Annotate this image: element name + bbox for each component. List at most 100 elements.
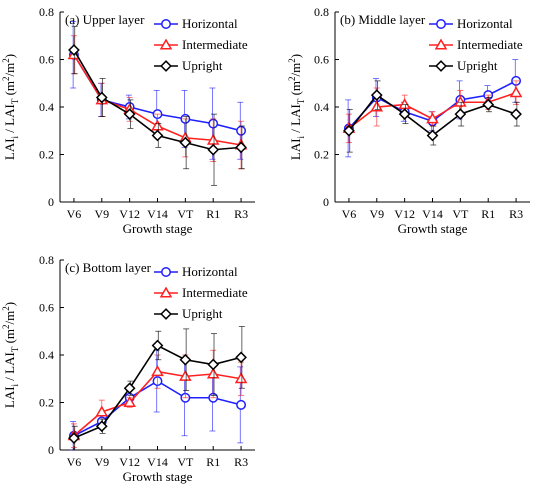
x-tick-label: V12 — [394, 207, 415, 221]
legend-label: Horizontal — [182, 264, 238, 279]
y-axis-title-part: 2 — [1, 324, 11, 329]
x-tick-label: V6 — [67, 455, 82, 469]
x-tick-label: V6 — [342, 207, 357, 221]
y-axis-title-part: /m — [2, 311, 17, 325]
y-tick-label: 0.6 — [39, 53, 54, 67]
x-tick-label: R1 — [206, 455, 220, 469]
legend-label: Horizontal — [182, 16, 238, 31]
legend-label: Horizontal — [457, 16, 513, 31]
legend-marker — [435, 60, 447, 72]
x-tick-label: V14 — [422, 207, 443, 221]
data-point — [179, 136, 192, 149]
legend-label: Intermediate — [182, 285, 248, 300]
data-point — [236, 399, 247, 410]
y-axis-title-part: 2 — [1, 76, 11, 81]
legend-marker — [159, 38, 173, 50]
legend-marker — [159, 286, 173, 298]
panel-title: (a) Upper layer — [65, 12, 145, 27]
y-axis-title-part: LAI — [2, 138, 17, 160]
y-axis-title-part: (m — [2, 329, 17, 347]
y-axis-title: LAIi / LAIT (m2/m2) — [1, 54, 20, 160]
x-tick-label: VT — [177, 455, 194, 469]
data-point — [95, 405, 109, 417]
x-tick-label: V14 — [147, 207, 168, 221]
legend-marker — [160, 308, 172, 320]
data-point — [235, 351, 247, 364]
data-point — [370, 89, 383, 101]
y-axis-title-part: T — [296, 98, 306, 104]
y-axis-title-part: i — [10, 383, 20, 386]
legend-label: Upright — [182, 306, 223, 321]
x-tick-label: VT — [177, 207, 194, 221]
x-tick-label: R3 — [234, 207, 248, 221]
y-tick-label: 0.6 — [39, 301, 54, 315]
data-point — [426, 129, 439, 142]
data-point — [95, 91, 108, 104]
y-tick-label: 0 — [323, 195, 329, 209]
legend-label: Upright — [457, 58, 498, 73]
y-tick-label: 0.6 — [314, 53, 329, 67]
x-axis-title: Growth stage — [123, 469, 193, 484]
legend-marker — [160, 60, 172, 72]
data-point — [151, 365, 164, 377]
data-point — [206, 367, 220, 379]
y-tick-label: 0.8 — [314, 5, 329, 19]
series-upright: Upright — [68, 25, 247, 186]
x-tick-label: V6 — [67, 207, 82, 221]
x-axis-title: Growth stage — [398, 221, 468, 236]
legend-label: Upright — [182, 58, 223, 73]
x-tick-label: V14 — [147, 455, 168, 469]
y-tick-label: 0.2 — [39, 396, 54, 410]
y-axis-title-part: 2 — [287, 76, 297, 81]
data-point — [68, 432, 80, 444]
data-point — [95, 420, 108, 433]
data-point — [123, 382, 136, 395]
y-axis-title-part: T — [10, 98, 20, 104]
legend-marker — [161, 19, 171, 29]
y-axis-title-part: /m — [2, 63, 17, 77]
y-axis-title-part: i — [296, 135, 306, 138]
data-point — [151, 119, 164, 131]
data-point — [398, 98, 411, 110]
x-tick-label: V9 — [94, 455, 109, 469]
data-point — [151, 339, 164, 352]
y-axis-title-part: LAI — [2, 386, 17, 408]
y-tick-label: 0.4 — [39, 100, 54, 114]
data-point — [151, 129, 164, 142]
y-axis-title-part: 2 — [287, 58, 297, 63]
data-point — [509, 86, 523, 98]
legend-marker — [434, 38, 448, 50]
x-tick-label: R3 — [234, 455, 248, 469]
data-point — [426, 112, 439, 124]
series-upright: Upright — [68, 306, 247, 451]
y-axis-title-part: ) — [288, 54, 303, 58]
y-axis-title-part: ) — [2, 54, 17, 58]
y-axis-title-part: /m — [288, 63, 303, 77]
x-tick-label: R1 — [481, 207, 495, 221]
legend-marker — [161, 267, 171, 277]
data-point — [454, 95, 467, 107]
y-axis-title-part: LAI — [288, 138, 303, 160]
x-tick-label: V12 — [119, 207, 140, 221]
y-tick-label: 0.4 — [314, 100, 329, 114]
data-point — [234, 372, 248, 384]
y-tick-label: 0 — [48, 195, 54, 209]
chart-panel-2: 0 0.2 0.4 0.6 0.8 V6 V9 V12 V14 VT R1 R3 Growth stag… — [1, 253, 255, 484]
data-point — [179, 369, 192, 381]
y-axis-title-part: 2 — [1, 306, 11, 311]
y-tick-label: 0.2 — [314, 148, 329, 162]
data-point — [179, 353, 192, 366]
x-tick-label: VT — [452, 207, 469, 221]
data-point — [235, 141, 247, 154]
data-point — [398, 108, 411, 120]
y-axis-title-part: ) — [2, 302, 17, 306]
y-axis-title-part: (m — [2, 81, 17, 99]
panel-title: (b) Middle layer — [340, 12, 426, 27]
data-point — [343, 124, 355, 137]
y-axis-title-part: i — [10, 135, 20, 138]
y-axis-title-part: 2 — [1, 58, 11, 63]
data-point — [510, 108, 522, 120]
y-axis-title-part: (m — [288, 81, 303, 99]
data-point — [123, 108, 136, 120]
